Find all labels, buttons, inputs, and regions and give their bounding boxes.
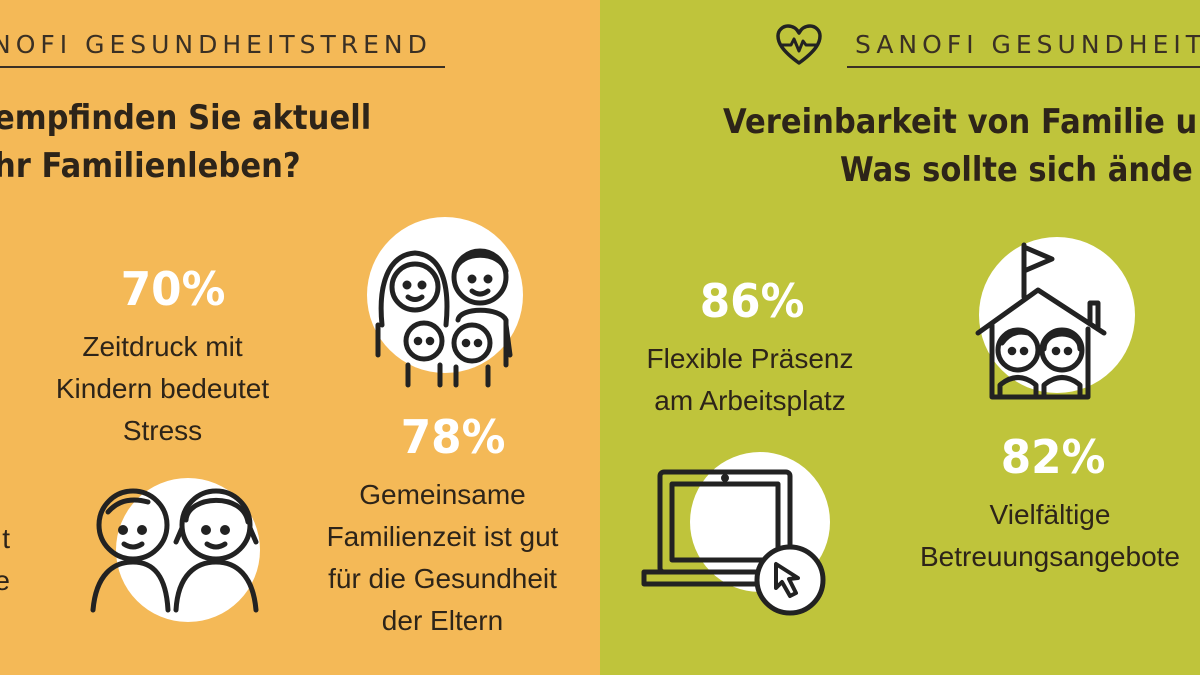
laptop-cursor-icon <box>641 452 830 616</box>
stat-86-percent: 86% <box>699 274 805 328</box>
header-rule-left <box>0 66 445 68</box>
stat-82-line-1: Vielfältige <box>989 499 1111 530</box>
stat-82-line-2: Betreuungsangebote <box>920 541 1180 572</box>
stat-70-line-1: Zeitdruck mit <box>82 331 243 362</box>
header-rule-right <box>847 66 1200 68</box>
house-children-icon <box>975 237 1135 400</box>
stat-78-percent: 78% <box>400 410 506 464</box>
brand-header-right: SANOFI GESUNDHEIT <box>855 30 1200 59</box>
stat-82-description: Vielfältige Betreuungsangebote <box>900 494 1200 578</box>
two-children-icon <box>90 478 260 622</box>
right-infographic-panel: SANOFI GESUNDHEIT Vereinbarkeit von Fami… <box>600 0 1200 675</box>
stat-86-line-1: Flexible Präsenz <box>646 343 854 374</box>
title-line-2-right: Was sollte sich ände <box>840 150 1193 190</box>
edge-text-line-1: t <box>2 523 10 554</box>
title-line-1-left: empfinden Sie aktuell <box>0 98 372 138</box>
title-line-1-right: Vereinbarkeit von Familie u <box>723 102 1198 142</box>
edge-text-line-2: e <box>0 565 10 596</box>
edge-text-left: t e <box>0 518 10 602</box>
family-icon <box>367 217 523 388</box>
stat-78-line-3: für die Gesundheit <box>328 563 557 594</box>
stat-82-percent: 82% <box>1000 430 1106 484</box>
stat-70-description: Zeitdruck mit Kindern bedeutet Stress <box>40 326 285 452</box>
heart-pulse-icon <box>776 24 822 65</box>
brand-header-left: NOFI GESUNDHEITSTREND <box>0 30 432 59</box>
stat-78-line-2: Familienzeit ist gut <box>326 521 559 552</box>
stat-86-line-2: am Arbeitsplatz <box>654 385 846 416</box>
left-infographic-panel: NOFI GESUNDHEITSTREND empfinden Sie aktu… <box>0 0 600 675</box>
stat-78-line-1: Gemeinsame <box>359 479 526 510</box>
stat-86-description: Flexible Präsenz am Arbeitsplatz <box>630 338 870 422</box>
stat-70-percent: 70% <box>120 262 226 316</box>
stat-78-description: Gemeinsame Familienzeit ist gut für die … <box>315 474 570 642</box>
title-line-2-left: hr Familienleben? <box>0 146 301 186</box>
stat-70-line-3: Stress <box>122 415 203 446</box>
stat-70-line-2: Kindern bedeutet <box>55 373 270 404</box>
stat-78-line-4: der Eltern <box>381 605 504 636</box>
